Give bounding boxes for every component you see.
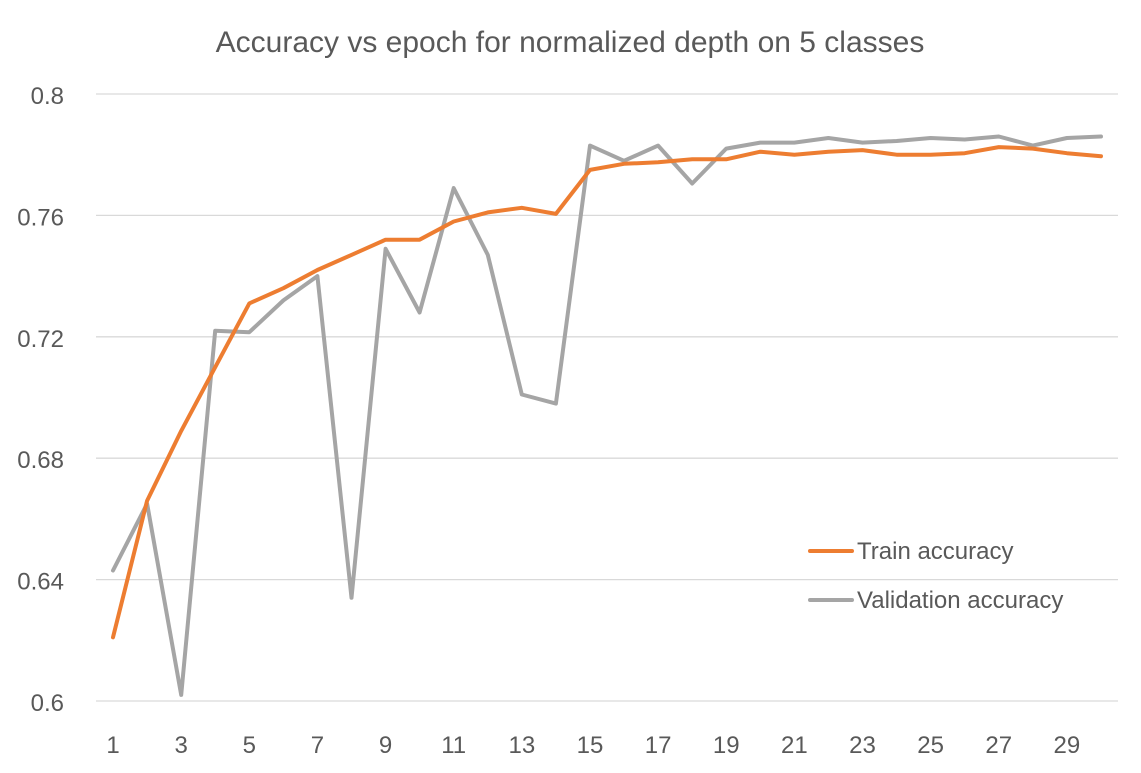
legend-label: Train accuracy — [857, 538, 1014, 565]
y-tick-label: 0.8 — [31, 83, 64, 110]
x-tick-label: 23 — [849, 732, 876, 759]
x-tick-label: 7 — [311, 732, 324, 759]
legend-label: Validation accuracy — [857, 587, 1063, 614]
x-tick-label: 27 — [985, 732, 1012, 759]
y-tick-label: 0.76 — [17, 204, 64, 231]
chart-title: Accuracy vs epoch for normalized depth o… — [216, 26, 925, 59]
x-tick-label: 9 — [379, 732, 392, 759]
y-axis-tick-labels: 0.6 0.64 0.68 0.72 0.76 0.8 — [17, 83, 64, 717]
y-tick-label: 0.6 — [31, 690, 64, 717]
x-tick-label: 17 — [645, 732, 672, 759]
x-tick-label: 11 — [441, 732, 466, 759]
x-tick-label: 5 — [243, 732, 256, 759]
series-line-validation — [111, 134, 1103, 697]
gridlines — [96, 93, 1118, 702]
legend: Train accuracy Validation accuracy — [808, 538, 1063, 614]
y-tick-label: 0.68 — [17, 447, 64, 474]
x-axis-tick-labels: 1 3 5 7 9 11 13 15 17 19 21 23 25 27 29 — [106, 732, 1080, 759]
x-tick-label: 1 — [106, 732, 119, 759]
y-tick-label: 0.72 — [17, 326, 64, 353]
x-tick-label: 19 — [713, 732, 740, 759]
series-lines — [111, 134, 1103, 697]
x-tick-label: 15 — [577, 732, 604, 759]
x-tick-label: 29 — [1054, 732, 1081, 759]
series-line-train — [111, 145, 1103, 640]
x-tick-label: 3 — [174, 732, 187, 759]
y-tick-label: 0.64 — [17, 569, 64, 596]
x-tick-label: 21 — [781, 732, 808, 759]
x-tick-label: 25 — [917, 732, 944, 759]
x-tick-label: 13 — [508, 732, 535, 759]
